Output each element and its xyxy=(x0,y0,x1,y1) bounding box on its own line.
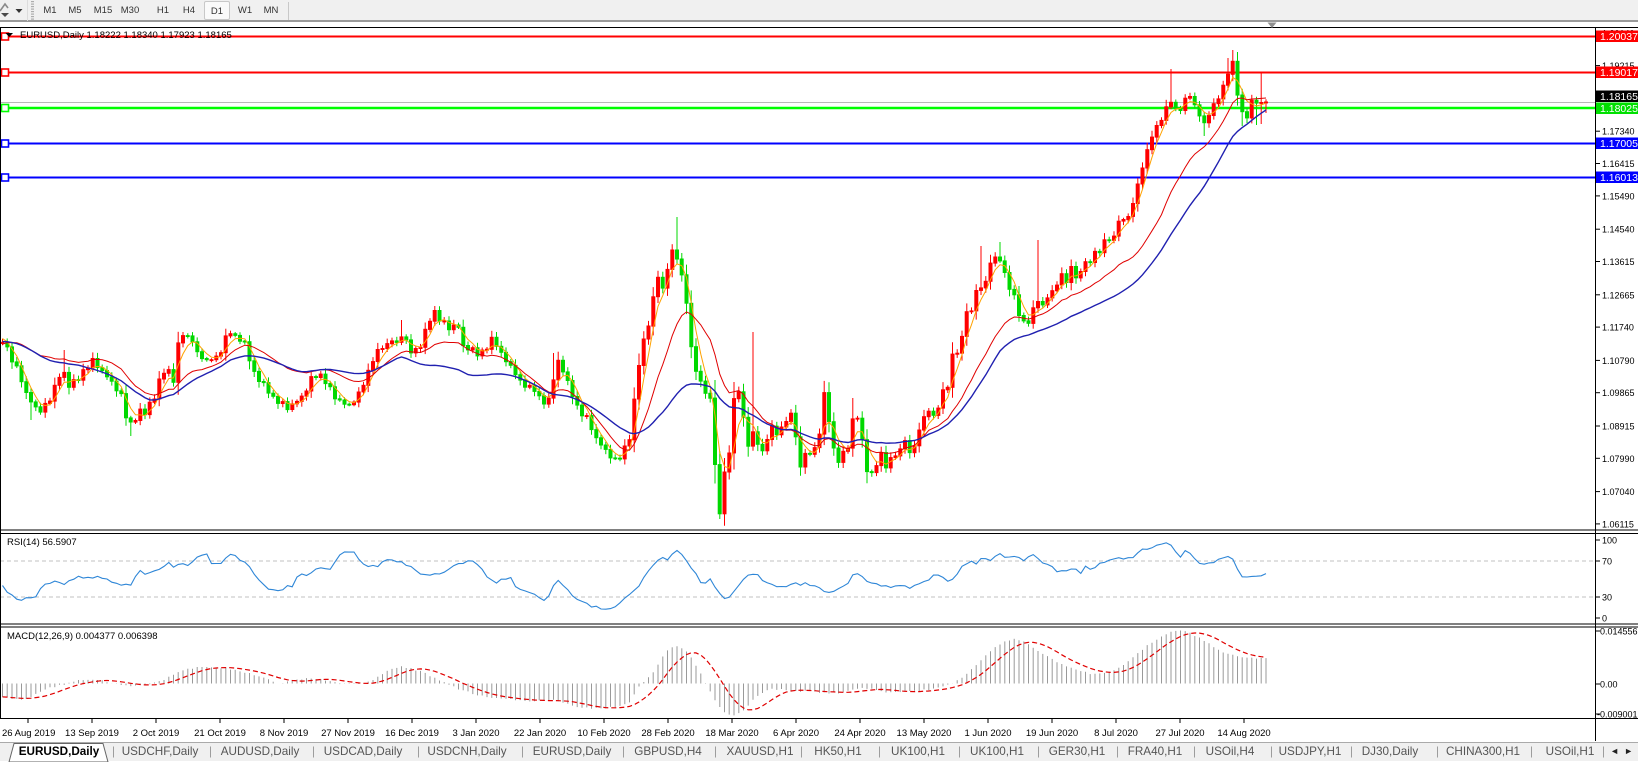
svg-text:1.14540: 1.14540 xyxy=(1602,225,1635,235)
svg-text:28 Feb 2020: 28 Feb 2020 xyxy=(641,728,694,739)
svg-text:1.09865: 1.09865 xyxy=(1602,388,1635,398)
svg-text:1.17005: 1.17005 xyxy=(1600,138,1638,150)
svg-text:21 Oct 2019: 21 Oct 2019 xyxy=(194,728,246,739)
svg-text:6 Apr 2020: 6 Apr 2020 xyxy=(773,728,819,739)
svg-text:1.16415: 1.16415 xyxy=(1602,159,1635,169)
svg-text:1.16013: 1.16013 xyxy=(1600,172,1638,184)
svg-text:2 Oct 2019: 2 Oct 2019 xyxy=(133,728,179,739)
svg-text:27 Jul 2020: 27 Jul 2020 xyxy=(1155,728,1204,739)
svg-text:8 Nov 2019: 8 Nov 2019 xyxy=(260,728,309,739)
svg-text:1.15490: 1.15490 xyxy=(1602,191,1635,201)
svg-text:24 Apr 2020: 24 Apr 2020 xyxy=(834,728,885,739)
svg-text:13 May 2020: 13 May 2020 xyxy=(897,728,952,739)
svg-text:1.12665: 1.12665 xyxy=(1602,290,1635,300)
svg-text:22 Jan 2020: 22 Jan 2020 xyxy=(514,728,566,739)
svg-text:EURUSD,Daily 1.18222 1.18340: EURUSD,Daily 1.18222 1.18340 1.17923 1.1… xyxy=(20,30,232,41)
svg-text:26 Aug 2019: 26 Aug 2019 xyxy=(2,728,55,739)
svg-text:1.19017: 1.19017 xyxy=(1600,67,1638,79)
svg-text:1.06115: 1.06115 xyxy=(1602,519,1634,529)
svg-text:100: 100 xyxy=(1602,536,1617,546)
svg-text:70: 70 xyxy=(1602,557,1612,567)
svg-text:RSI(14) 56.5907: RSI(14) 56.5907 xyxy=(7,537,77,548)
svg-text:1.08915: 1.08915 xyxy=(1602,422,1635,432)
svg-text:27 Nov 2019: 27 Nov 2019 xyxy=(321,728,375,739)
svg-text:-0.009001: -0.009001 xyxy=(1597,710,1638,720)
svg-text:0: 0 xyxy=(1602,614,1607,624)
svg-text:1.18025: 1.18025 xyxy=(1600,103,1638,115)
svg-text:0.014556: 0.014556 xyxy=(1600,627,1638,637)
svg-text:19 Jun 2020: 19 Jun 2020 xyxy=(1026,728,1078,739)
svg-text:1 Jun 2020: 1 Jun 2020 xyxy=(964,728,1011,739)
svg-text:18 Mar 2020: 18 Mar 2020 xyxy=(705,728,758,739)
svg-text:1.17340: 1.17340 xyxy=(1602,127,1635,137)
svg-text:1.18165: 1.18165 xyxy=(1600,91,1638,103)
svg-text:14 Aug 2020: 14 Aug 2020 xyxy=(1217,728,1270,739)
svg-text:8 Jul 2020: 8 Jul 2020 xyxy=(1094,728,1138,739)
svg-text:1.07990: 1.07990 xyxy=(1602,454,1635,464)
svg-text:16 Dec 2019: 16 Dec 2019 xyxy=(385,728,439,739)
svg-text:1.07040: 1.07040 xyxy=(1602,487,1635,497)
svg-text:13 Sep 2019: 13 Sep 2019 xyxy=(65,728,119,739)
svg-text:MACD(12,26,9) 0.004377 0.00639: MACD(12,26,9) 0.004377 0.006398 xyxy=(7,631,158,642)
svg-text:30: 30 xyxy=(1602,593,1612,603)
svg-text:10 Feb 2020: 10 Feb 2020 xyxy=(577,728,630,739)
svg-text:1.10790: 1.10790 xyxy=(1602,356,1635,366)
svg-text:1.11740: 1.11740 xyxy=(1602,323,1634,333)
svg-text:0.00: 0.00 xyxy=(1600,680,1618,690)
svg-text:3 Jan 2020: 3 Jan 2020 xyxy=(452,728,499,739)
svg-text:1.13615: 1.13615 xyxy=(1602,257,1635,267)
svg-text:1.20037: 1.20037 xyxy=(1600,31,1638,43)
